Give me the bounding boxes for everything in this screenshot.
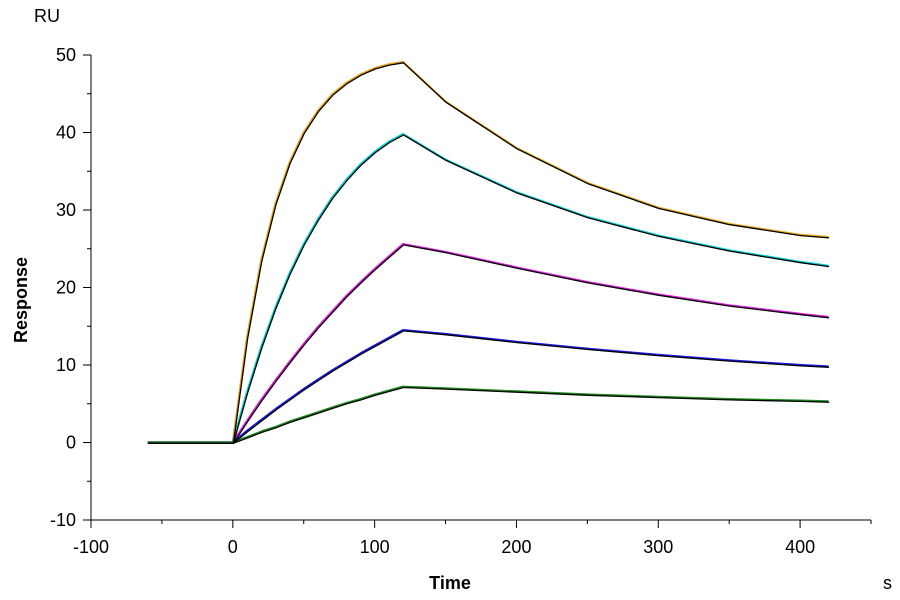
y-tick-label: 30 — [56, 200, 76, 220]
x-unit-label: s — [883, 573, 892, 593]
y-unit-label: RU — [34, 6, 60, 26]
fit-curve-layer — [148, 62, 830, 444]
y-tick-label: 40 — [56, 123, 76, 143]
y-axis-title: Response — [11, 257, 31, 343]
fit-curve-3 — [148, 244, 830, 444]
y-tick-label: 20 — [56, 278, 76, 298]
y-tick-label: 10 — [56, 355, 76, 375]
data-series-5 — [147, 385, 829, 444]
fit-curve-1 — [148, 62, 830, 444]
x-tick-label: 200 — [501, 537, 531, 557]
x-tick-label: 400 — [785, 537, 815, 557]
x-axis-title: Time — [429, 573, 471, 593]
fit-curve-4 — [148, 330, 830, 444]
x-tick-label: -100 — [73, 537, 109, 557]
fit-curve-5 — [148, 386, 830, 444]
x-tick-label: 300 — [643, 537, 673, 557]
x-tick-label: 100 — [360, 537, 390, 557]
x-tick-label: 0 — [228, 537, 238, 557]
fit-curve-2 — [148, 134, 830, 444]
data-series-4 — [147, 329, 829, 444]
data-series-3 — [147, 243, 829, 444]
y-tick-label: 50 — [56, 45, 76, 65]
y-tick-label: -10 — [50, 510, 76, 530]
y-tick-label: 0 — [66, 433, 76, 453]
